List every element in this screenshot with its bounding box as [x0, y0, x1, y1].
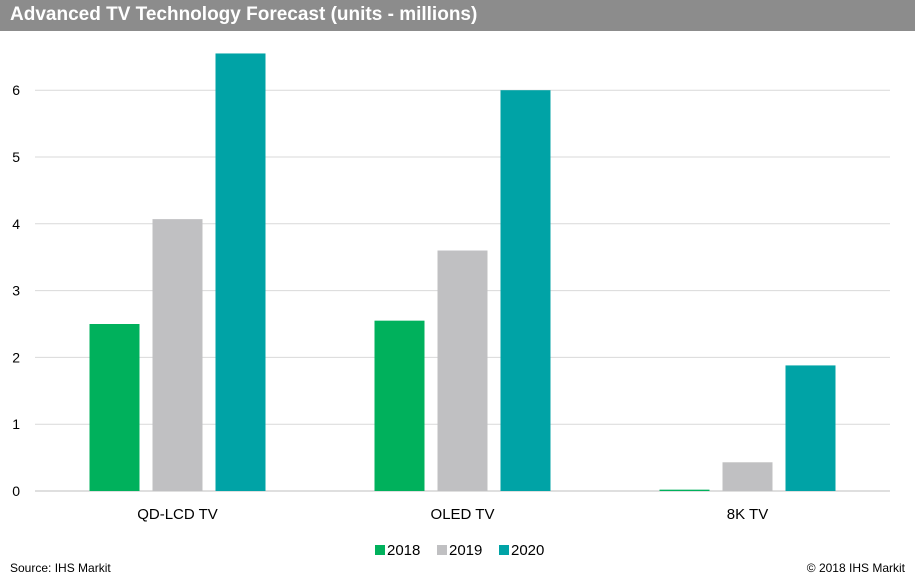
bar-2019-qd-lcd-tv	[152, 219, 203, 491]
legend-label-2020: 2020	[511, 542, 544, 559]
bar-2019-oled-tv	[437, 250, 488, 491]
bar-2020-8k-tv	[785, 365, 836, 491]
bar-2020-qd-lcd-tv	[215, 53, 266, 492]
y-tick-label: 4	[12, 216, 20, 232]
copyright-note: © 2018 IHS Markit	[806, 561, 905, 575]
x-category-label: 8K TV	[727, 506, 768, 523]
y-tick-label: 2	[12, 349, 20, 365]
y-tick-label: 1	[12, 416, 20, 432]
legend-label-2018: 2018	[387, 542, 420, 559]
legend-label-2019: 2019	[449, 542, 482, 559]
source-note: Source: IHS Markit	[10, 561, 111, 575]
bar-2018-qd-lcd-tv	[89, 324, 140, 491]
y-tick-label: 0	[12, 483, 20, 499]
x-category-label: QD-LCD TV	[137, 506, 218, 523]
chart-title: Advanced TV Technology Forecast (units -…	[10, 4, 478, 25]
title-bar: Advanced TV Technology Forecast (units -…	[0, 0, 915, 31]
x-category-label: OLED TV	[431, 506, 495, 523]
y-tick-label: 3	[12, 283, 20, 299]
legend-swatch-2018	[375, 545, 385, 555]
bar-2018-oled-tv	[374, 320, 425, 491]
bar-2019-8k-tv	[722, 462, 773, 491]
y-tick-label: 5	[12, 149, 20, 165]
y-tick-label: 6	[12, 82, 20, 98]
bar-2020-oled-tv	[500, 90, 551, 491]
legend-swatch-2020	[499, 545, 509, 555]
legend-swatch-2019	[437, 545, 447, 555]
bar-2018-8k-tv	[659, 489, 710, 491]
